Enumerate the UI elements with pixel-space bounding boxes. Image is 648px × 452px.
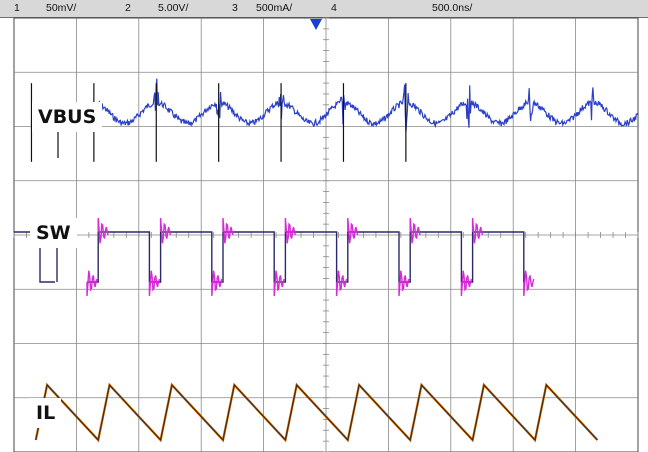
ch2-scale: 5.00V/ — [158, 2, 189, 14]
graticule — [13, 17, 639, 452]
vbus-trace — [97, 78, 639, 132]
ch1-scale: 50mV/ — [46, 2, 77, 14]
sw-ringing — [273, 270, 285, 297]
sw-ringing — [471, 217, 484, 244]
ch3-scale: 500mA/ — [256, 2, 293, 14]
il-label: IL — [30, 398, 62, 428]
sw-trace — [14, 231, 525, 283]
sw-label: SW — [30, 218, 77, 248]
sw-ringing — [460, 270, 472, 297]
traces — [14, 78, 639, 443]
ch4-index: 4 — [331, 2, 337, 14]
timebase-readout: 500.0ns/ — [432, 2, 473, 14]
il-trace-edge — [35, 384, 598, 441]
ch2-index: 2 — [125, 2, 131, 14]
sw-ringing — [523, 270, 535, 297]
sw-ringing — [211, 270, 223, 297]
ch3-index: 3 — [232, 2, 238, 14]
sw-ringing — [159, 217, 172, 244]
sw-ringing — [335, 270, 348, 297]
sw-ringing — [398, 270, 410, 297]
vbus-label: VBUS — [32, 102, 103, 132]
sw-ringing — [97, 217, 109, 244]
sw-ringing — [284, 217, 296, 244]
trigger-marker-icon — [310, 19, 322, 30]
sw-ringing — [347, 217, 359, 244]
sw-ringing — [222, 217, 234, 244]
sw-ringing — [409, 217, 421, 244]
ch1-index: 1 — [14, 2, 20, 14]
sw-ringing — [148, 270, 160, 297]
sw-ringing — [86, 270, 98, 297]
